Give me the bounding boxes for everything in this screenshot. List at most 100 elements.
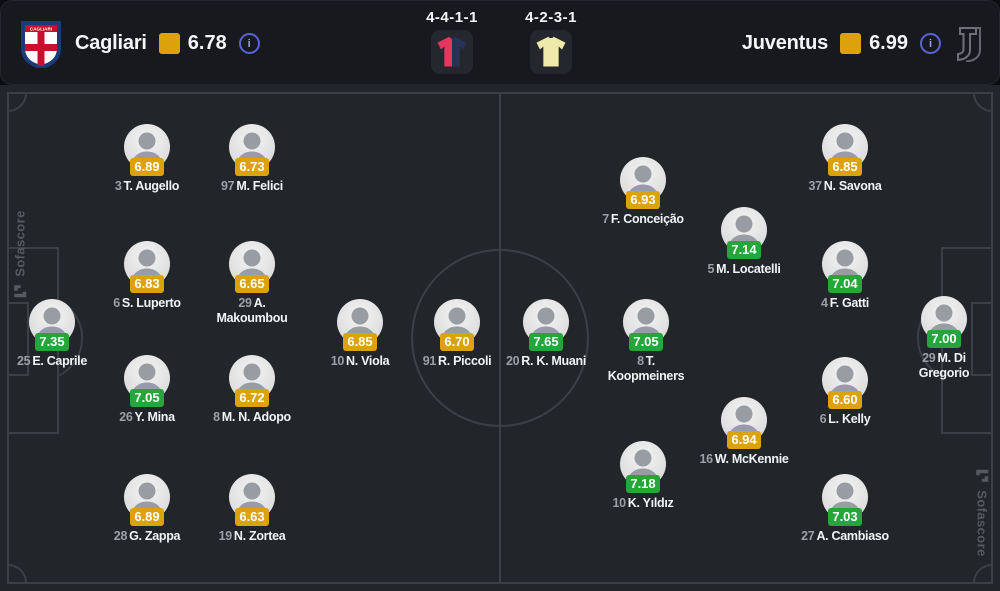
player-rating-badge: 6.89 bbox=[130, 158, 164, 176]
player-name: 37 N. Savona bbox=[808, 179, 882, 193]
player-rating-badge: 7.14 bbox=[727, 241, 761, 259]
player-number: 6 bbox=[113, 296, 120, 310]
player-number: 37 bbox=[808, 179, 822, 193]
player-number: 25 bbox=[17, 354, 31, 368]
player-node[interactable]: 7.00 29 M. Di Gregorio bbox=[896, 296, 992, 381]
player-number: 10 bbox=[612, 496, 626, 510]
player-node[interactable]: 6.73 97 M. Felici bbox=[204, 124, 300, 194]
player-node[interactable]: 7.65 20 R. K. Muani bbox=[498, 299, 594, 369]
player-rating-badge: 6.73 bbox=[235, 158, 269, 176]
player-node[interactable]: 7.03 27 A. Cambiaso bbox=[797, 474, 893, 544]
sofascore-logo-icon bbox=[14, 285, 27, 298]
sofascore-watermark: Sofascore bbox=[974, 468, 990, 557]
player-name: 8 M. N. Adopo bbox=[213, 410, 291, 424]
player-node[interactable]: 6.65 29 A. Makoumbou bbox=[204, 241, 300, 326]
lineups-header: CAGLIARI Cagliari 6.78 i 4-4-1-1 4-2-3-1… bbox=[0, 0, 1000, 85]
player-number: 26 bbox=[119, 410, 133, 424]
player-name: 19 N. Zortea bbox=[218, 529, 286, 543]
away-team-header[interactable]: Juventus 6.99 i bbox=[742, 1, 983, 86]
player-node[interactable]: 7.04 4 F. Gatti bbox=[797, 241, 893, 311]
info-icon[interactable]: i bbox=[920, 33, 941, 54]
player-name: 25 E. Caprile bbox=[17, 354, 87, 368]
sofascore-watermark: Sofascore bbox=[13, 210, 28, 298]
player-name: 8 T. Koopmeiners bbox=[607, 354, 685, 383]
player-node[interactable]: 6.89 3 T. Augello bbox=[99, 124, 195, 194]
player-name: 10 N. Viola bbox=[330, 354, 390, 368]
home-team-rating: 6.78 bbox=[187, 32, 227, 54]
player-node[interactable]: 6.85 10 N. Viola bbox=[312, 299, 408, 369]
player-rating-badge: 6.72 bbox=[235, 389, 269, 407]
sofascore-logo-icon bbox=[975, 469, 988, 482]
player-node[interactable]: 6.85 37 N. Savona bbox=[797, 124, 893, 194]
player-rating-badge: 7.65 bbox=[529, 333, 563, 351]
player-number: 29 bbox=[238, 296, 252, 310]
player-number: 3 bbox=[114, 179, 122, 193]
player-rating-badge: 7.05 bbox=[629, 333, 663, 351]
player-name: 26 Y. Mina bbox=[119, 410, 175, 424]
player-name: 29 A. Makoumbou bbox=[216, 296, 288, 325]
player-node[interactable]: 7.35 25 E. Caprile bbox=[4, 299, 100, 369]
away-jersey-tile bbox=[530, 30, 572, 74]
player-rating-badge: 7.05 bbox=[130, 389, 164, 407]
player-number: 28 bbox=[113, 529, 128, 543]
player-number: 16 bbox=[699, 452, 713, 466]
player-rating-badge: 6.70 bbox=[440, 333, 474, 351]
player-number: 97 bbox=[221, 179, 235, 193]
juventus-logo-icon bbox=[957, 26, 981, 62]
away-formation: 4-2-3-1 bbox=[525, 9, 577, 26]
player-node[interactable]: 6.63 19 N. Zortea bbox=[204, 474, 300, 544]
away-formation-block: 4-2-3-1 bbox=[508, 9, 594, 74]
player-number: 29 bbox=[922, 351, 936, 365]
sofascore-watermark-text: Sofascore bbox=[974, 490, 990, 557]
home-jersey-tile bbox=[431, 30, 473, 74]
home-rating-square bbox=[158, 33, 180, 54]
player-rating-badge: 7.04 bbox=[828, 275, 862, 293]
player-rating-badge: 7.00 bbox=[927, 330, 961, 348]
player-rating-badge: 7.03 bbox=[828, 508, 862, 526]
player-number: 6 bbox=[819, 412, 827, 426]
player-node[interactable]: 7.05 26 Y. Mina bbox=[99, 355, 195, 425]
player-node[interactable]: 6.93 7 F. Conceição bbox=[595, 157, 691, 227]
player-name: 27 A. Cambiaso bbox=[801, 529, 889, 543]
svg-text:CAGLIARI: CAGLIARI bbox=[30, 26, 52, 31]
cagliari-crest-icon: CAGLIARI bbox=[21, 20, 61, 68]
player-rating-badge: 6.93 bbox=[626, 191, 660, 209]
player-rating-badge: 6.83 bbox=[130, 275, 164, 293]
player-name: 5 M. Locatelli bbox=[707, 262, 781, 276]
away-rating-square bbox=[840, 33, 862, 54]
player-number: 19 bbox=[218, 529, 233, 543]
away-jersey-icon bbox=[536, 36, 566, 67]
player-name: 16 W. McKennie bbox=[699, 452, 789, 466]
player-name: 10 K. Yıldız bbox=[612, 496, 674, 510]
player-rating-badge: 7.18 bbox=[626, 475, 660, 493]
player-node[interactable]: 7.05 8 T. Koopmeiners bbox=[598, 299, 694, 384]
away-team-name[interactable]: Juventus bbox=[741, 32, 829, 54]
player-name: 20 R. K. Muani bbox=[505, 354, 587, 368]
player-name: 6 L. Kelly bbox=[819, 412, 871, 426]
player-rating-badge: 6.85 bbox=[828, 158, 862, 176]
player-number: 8 bbox=[213, 410, 220, 424]
home-jersey-icon bbox=[437, 36, 467, 67]
player-node[interactable]: 7.18 10 K. Yıldız bbox=[595, 441, 691, 511]
player-rating-badge: 6.85 bbox=[343, 333, 377, 351]
player-node[interactable]: 6.72 8 M. N. Adopo bbox=[204, 355, 300, 425]
info-icon[interactable]: i bbox=[238, 33, 260, 54]
player-node[interactable]: 6.94 16 W. McKennie bbox=[696, 397, 792, 467]
player-rating-badge: 6.63 bbox=[235, 508, 269, 526]
sofascore-watermark-text: Sofascore bbox=[12, 210, 28, 277]
player-node[interactable]: 7.14 5 M. Locatelli bbox=[696, 207, 792, 277]
player-node[interactable]: 6.89 28 G. Zappa bbox=[99, 474, 195, 544]
player-number: 10 bbox=[330, 354, 345, 368]
player-name: 4 F. Gatti bbox=[821, 296, 869, 310]
player-name: 91 R. Piccoli bbox=[422, 354, 492, 368]
player-name: 28 G. Zappa bbox=[113, 529, 181, 543]
player-name: 29 M. Di Gregorio bbox=[918, 351, 970, 380]
player-rating-badge: 7.35 bbox=[35, 333, 69, 351]
home-team-name[interactable]: Cagliari bbox=[75, 32, 147, 54]
home-team-header[interactable]: CAGLIARI Cagliari 6.78 i bbox=[19, 1, 260, 86]
player-rating-badge: 6.65 bbox=[235, 275, 269, 293]
player-node[interactable]: 6.83 6 S. Luperto bbox=[99, 241, 195, 311]
home-formation: 4-4-1-1 bbox=[426, 9, 478, 26]
player-node[interactable]: 6.70 91 R. Piccoli bbox=[409, 299, 505, 369]
player-node[interactable]: 6.60 6 L. Kelly bbox=[797, 357, 893, 427]
